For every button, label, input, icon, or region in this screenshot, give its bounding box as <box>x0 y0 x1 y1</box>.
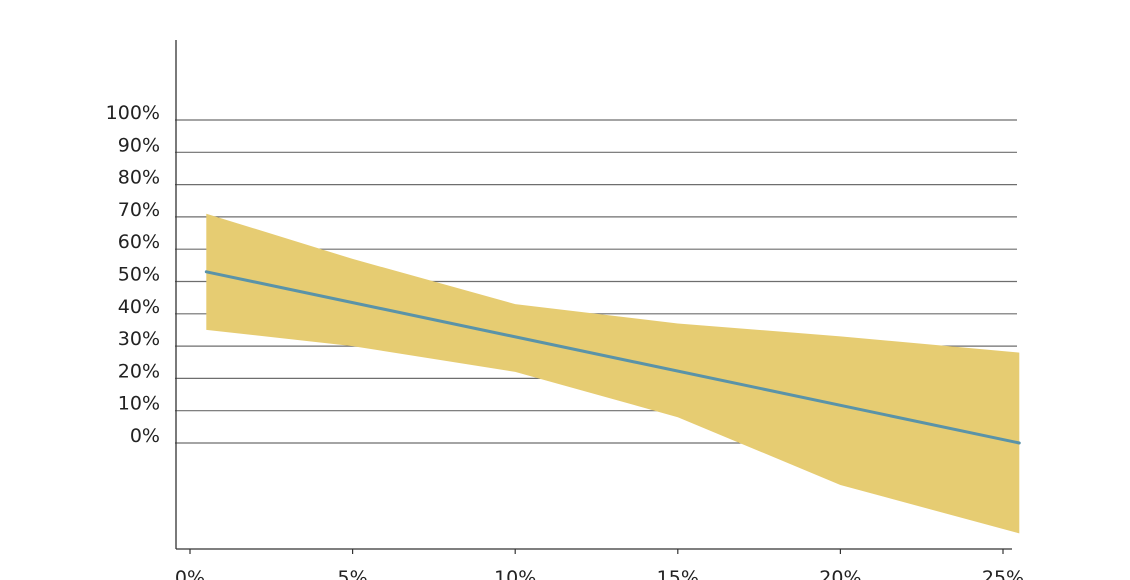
y-tick-label: 10% <box>118 393 160 415</box>
x-tick-label: 5% <box>338 567 368 580</box>
y-tick-label: 50% <box>118 264 160 286</box>
y-tick-label: 40% <box>118 296 160 318</box>
tick-labels: 100% 90% 80% 70% 60% 50% 40% 30% 20% 10% 0% 0% 5% 10%… <box>106 102 1024 580</box>
x-tick-label: 20% <box>819 567 861 580</box>
y-tick-label: 90% <box>118 134 160 156</box>
y-tick-label: 70% <box>118 199 160 221</box>
x-tick-label: 15% <box>657 567 699 580</box>
trend-line <box>204 270 1021 445</box>
y-tick-label: 60% <box>118 231 160 253</box>
x-tick-label: 0% <box>175 567 205 580</box>
confidence-band-layer <box>206 213 1020 534</box>
trend-line-layer <box>204 270 1021 445</box>
x-tick-label: 25% <box>982 567 1024 580</box>
y-tick-label: 80% <box>118 167 160 189</box>
x-tick-label: 10% <box>494 567 536 580</box>
y-tick-label: 100% <box>106 102 160 124</box>
y-tick-label: 30% <box>118 328 160 350</box>
y-tick-label: 0% <box>130 425 160 447</box>
y-tick-label: 20% <box>118 360 160 382</box>
confidence-band <box>206 213 1020 534</box>
axes <box>175 40 1012 554</box>
